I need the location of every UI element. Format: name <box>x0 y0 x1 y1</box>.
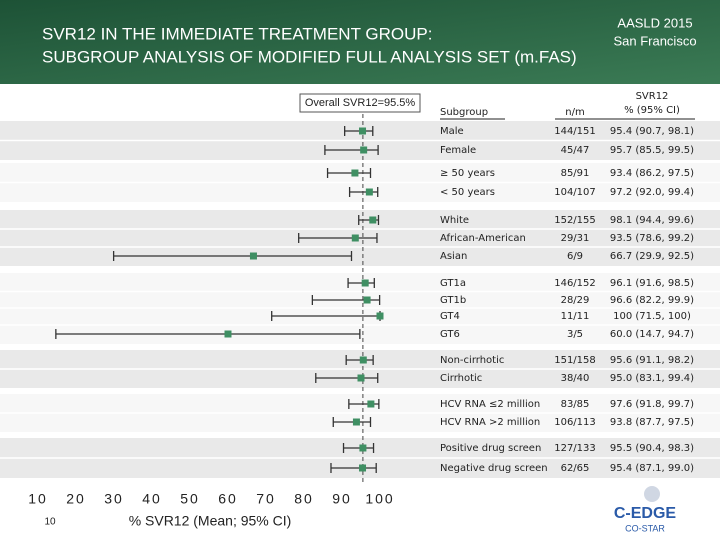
subgroup-label: GT1a <box>440 278 466 289</box>
value-label: 93.5 (78.6, 99.2) <box>610 233 694 244</box>
subgroup-label: GT1b <box>440 295 466 306</box>
point-estimate <box>360 146 368 154</box>
point-estimate <box>363 296 371 304</box>
n-m: 152/155 <box>554 215 596 226</box>
subgroup-label: Negative drug screen <box>440 463 548 474</box>
title-line: SVR12 IN THE IMMEDIATE TREATMENT GROUP: <box>42 24 432 43</box>
subgroup-label: Female <box>440 145 476 156</box>
point-estimate <box>351 169 359 177</box>
x-tick-label: 40 <box>142 491 162 507</box>
location: San Francisco <box>613 33 696 48</box>
n-m: 127/133 <box>554 443 596 454</box>
value-label: 100 (71.5, 100) <box>613 311 691 322</box>
value-label: 95.4 (87.1, 99.0) <box>610 463 694 474</box>
subgroup-label: GT6 <box>440 329 460 340</box>
n-m: 3/5 <box>567 329 583 340</box>
value-label: 66.7 (29.9, 92.5) <box>610 251 694 262</box>
n-m: 45/47 <box>561 145 590 156</box>
subgroup-label: Male <box>440 126 464 137</box>
value-label: 95.4 (90.7, 98.1) <box>610 126 694 137</box>
logo: C-EDGE <box>614 505 677 522</box>
point-estimate <box>376 312 384 320</box>
n-m: 62/65 <box>561 463 590 474</box>
subgroup-label: White <box>440 215 469 226</box>
col-header: Subgroup <box>440 107 488 118</box>
n-m: 38/40 <box>561 373 590 384</box>
value-label: 60.0 (14.7, 94.7) <box>610 329 694 340</box>
point-estimate <box>359 356 367 364</box>
header-band <box>0 0 720 84</box>
x-tick-label: 70 <box>256 491 276 507</box>
value-label: 95.0 (83.1, 99.4) <box>610 373 694 384</box>
subgroup-label: African-American <box>440 233 526 244</box>
point-estimate <box>249 252 257 260</box>
value-label: 98.1 (94.4, 99.6) <box>610 215 694 226</box>
point-estimate <box>352 418 360 426</box>
point-estimate <box>367 400 375 408</box>
subgroup-label: Non-cirrhotic <box>440 355 504 366</box>
subgroup-label: ≥ 50 years <box>440 168 495 179</box>
x-tick-label: 10 <box>28 491 48 507</box>
n-m: 85/91 <box>561 168 590 179</box>
subgroup-label: HCV RNA >2 million <box>440 417 540 428</box>
point-estimate <box>365 188 373 196</box>
point-estimate <box>361 279 369 287</box>
n-m: 6/9 <box>567 251 583 262</box>
col-header: % (95% CI) <box>624 105 680 116</box>
point-estimate <box>359 127 367 135</box>
value-label: 93.4 (86.2, 97.5) <box>610 168 694 179</box>
value-label: 95.7 (85.5, 99.5) <box>610 145 694 156</box>
subgroup-label: Positive drug screen <box>440 443 541 454</box>
logo-sub: CO-STAR <box>625 523 665 533</box>
point-estimate <box>359 444 367 452</box>
x-tick-label: 100 <box>365 491 394 507</box>
slide-number: 10 <box>44 517 56 528</box>
point-estimate <box>359 464 367 472</box>
subgroup-label: HCV RNA ≤2 million <box>440 399 540 410</box>
subgroup-label: Asian <box>440 251 467 262</box>
n-m: 106/113 <box>554 417 596 428</box>
meeting: AASLD 2015 <box>617 15 692 30</box>
n-m: 28/29 <box>561 295 590 306</box>
point-estimate <box>351 234 359 242</box>
point-estimate <box>357 374 365 382</box>
n-m: 104/107 <box>554 187 596 198</box>
value-label: 97.6 (91.8, 99.7) <box>610 399 694 410</box>
logo-icon <box>644 486 660 502</box>
value-label: 96.6 (82.2, 99.9) <box>610 295 694 306</box>
value-label: 95.5 (90.4, 98.3) <box>610 443 694 454</box>
x-tick-label: 90 <box>332 491 352 507</box>
value-label: 95.6 (91.1, 98.2) <box>610 355 694 366</box>
x-tick-label: 80 <box>294 491 314 507</box>
n-m: 151/158 <box>554 355 596 366</box>
value-label: 97.2 (92.0, 99.4) <box>610 187 694 198</box>
n-m: 11/11 <box>561 311 590 322</box>
overall-label: Overall SVR12=95.5% <box>305 97 416 109</box>
title-line: SUBGROUP ANALYSIS OF MODIFIED FULL ANALY… <box>42 47 577 66</box>
x-tick-label: 20 <box>66 491 86 507</box>
subgroup-label: GT4 <box>440 311 460 322</box>
forest-plot: 10 20 30 40 50 60 70 80 90 100 Male 144/151 95.4 (90… <box>28 114 694 507</box>
col-header: n/m <box>565 107 584 118</box>
n-m: 146/152 <box>554 278 596 289</box>
x-tick-label: 50 <box>180 491 200 507</box>
n-m: 144/151 <box>554 126 596 137</box>
subgroup-label: < 50 years <box>440 187 495 198</box>
x-tick-label: 60 <box>218 491 238 507</box>
x-tick-label: 30 <box>104 491 124 507</box>
subgroup-label: Cirrhotic <box>440 373 482 384</box>
x-axis-label: % SVR12 (Mean; 95% CI) <box>129 513 292 529</box>
col-header: SVR12 <box>636 91 669 102</box>
n-m: 29/31 <box>561 233 590 244</box>
n-m: 83/85 <box>561 399 590 410</box>
value-label: 93.8 (87.7, 97.5) <box>610 417 694 428</box>
value-label: 96.1 (91.6, 98.5) <box>610 278 694 289</box>
point-estimate <box>369 216 377 224</box>
overall-box <box>299 93 421 113</box>
point-estimate <box>224 330 232 338</box>
